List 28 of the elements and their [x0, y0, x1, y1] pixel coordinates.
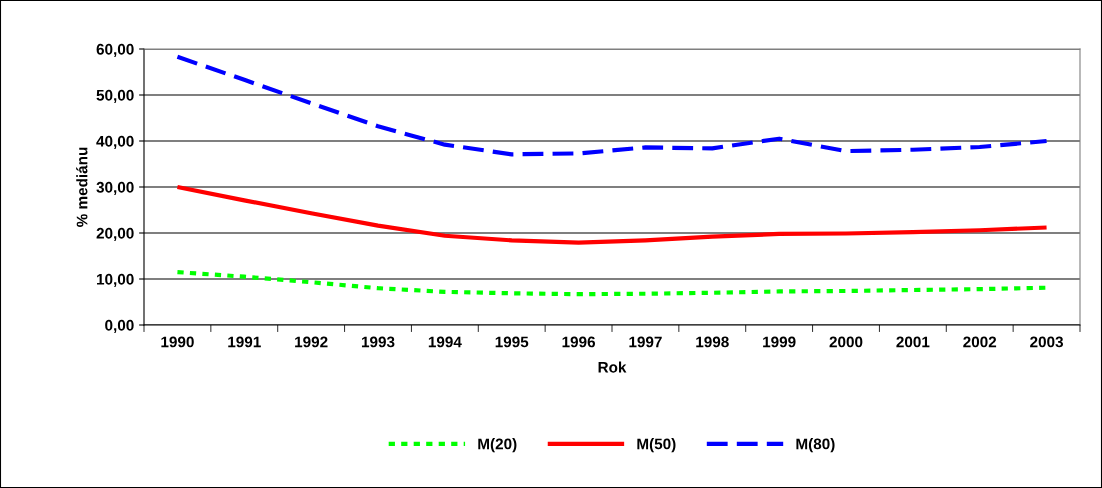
x-tick-label: 2003: [1030, 336, 1064, 348]
x-tick-label: 1995: [495, 336, 529, 348]
legend-label: M(20): [478, 438, 517, 453]
legend-label: M(50): [637, 438, 676, 453]
y-tick-label: 30,00: [96, 181, 134, 195]
line-series: [175, 54, 1049, 157]
y-tick-label: 50,00: [96, 89, 134, 103]
y-tick-label: 60,00: [96, 43, 134, 57]
x-tick-label: 1993: [361, 336, 395, 348]
y-axis-title: % mediánu: [76, 147, 88, 227]
x-tick-label: 1992: [295, 336, 328, 348]
x-tick-label: 1990: [161, 336, 194, 348]
x-tick-label: 1998: [696, 336, 729, 348]
x-tick-label: 1996: [562, 336, 596, 348]
x-tick-label: 1991: [228, 336, 261, 348]
x-axis-title: Rok: [598, 361, 627, 373]
x-tick-label: 1999: [763, 336, 796, 348]
y-tick-label: 0,00: [105, 319, 134, 333]
line-series: [175, 184, 1049, 245]
x-tick-label: 1997: [629, 336, 662, 348]
x-tick-label: 2000: [829, 336, 863, 348]
y-tick-label: 10,00: [97, 273, 134, 287]
x-tick-label: 2001: [896, 336, 930, 348]
y-tick-label: 20,00: [96, 227, 134, 241]
y-tick-label: 40,00: [96, 135, 134, 149]
legend-label: M(80): [796, 438, 835, 453]
x-tick-label: 2002: [963, 336, 997, 348]
x-tick-label: 1994: [428, 336, 462, 348]
